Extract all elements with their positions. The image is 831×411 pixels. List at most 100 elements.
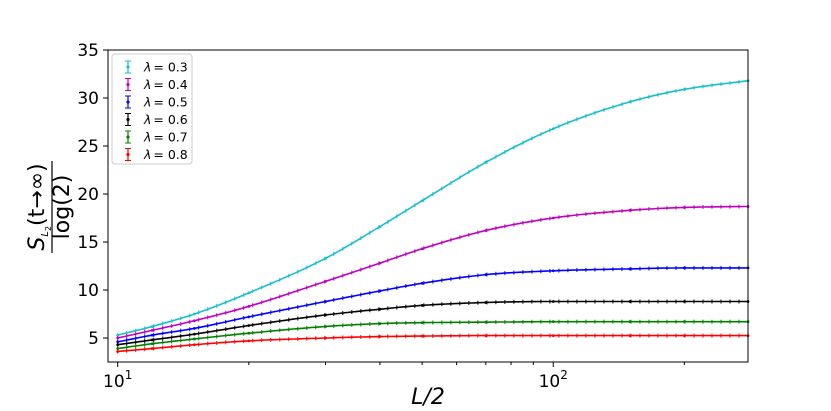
legend-entry: λ = 0.4: [125, 77, 188, 92]
data-point: [628, 267, 632, 271]
y-tick-label: 30: [77, 89, 99, 109]
data-point: [628, 334, 632, 337]
data-point: [192, 312, 196, 316]
legend-entry: λ = 0.7: [125, 130, 188, 145]
y-tick-label: 20: [77, 185, 99, 205]
data-point: [324, 336, 327, 340]
data-point: [247, 339, 251, 343]
plot-frame: [107, 49, 749, 363]
plot-lines: [116, 78, 750, 354]
data-point: [484, 320, 488, 324]
legend-marker-dot: [126, 65, 130, 69]
x-axis: 101 102: [103, 362, 685, 392]
y-tick-label: 5: [88, 329, 99, 349]
y-tick-label: 25: [77, 137, 99, 157]
legend-label: λ = 0.6: [143, 112, 188, 127]
legend-entry: λ = 0.3: [125, 60, 188, 75]
data-point: [682, 87, 686, 91]
data-point: [378, 335, 382, 338]
data-point: [324, 256, 327, 260]
data-point: [150, 325, 154, 328]
data-point: [551, 127, 555, 131]
series-2: [116, 204, 750, 340]
y-label-symbol: S: [25, 237, 50, 251]
data-point: [247, 315, 251, 319]
data-point: [628, 208, 632, 212]
data-point: [551, 216, 555, 220]
data-point: [324, 325, 327, 328]
legend-entry: λ = 0.8: [125, 147, 188, 162]
data-point: [484, 229, 488, 232]
data-point: [484, 160, 488, 164]
data-point: [378, 322, 382, 325]
data-point: [378, 225, 382, 229]
legend-frame: [111, 53, 193, 165]
series-5: [116, 319, 750, 351]
data-point: [150, 347, 154, 350]
data-point: [420, 334, 424, 338]
data-point: [150, 333, 154, 337]
legend-entry: λ = 0.6: [125, 112, 188, 127]
legend-label: λ = 0.7: [143, 130, 188, 145]
data-point: [192, 319, 196, 323]
data-point: [378, 289, 382, 293]
data-point: [116, 347, 120, 350]
data-point: [378, 261, 382, 265]
data-point: [682, 300, 686, 303]
data-point: [484, 301, 488, 304]
data-point: [628, 300, 632, 303]
data-point: [420, 321, 424, 325]
data-point: [116, 340, 120, 344]
data-point: [484, 273, 488, 277]
data-point: [420, 247, 424, 251]
data-point: [192, 332, 196, 336]
y-label-arg: (t→∞): [25, 163, 50, 226]
data-point: [247, 324, 251, 327]
y-label-subsub: 2: [44, 226, 53, 231]
data-point: [150, 342, 154, 346]
data-point: [247, 291, 251, 295]
data-point: [247, 331, 251, 335]
legend-label: λ = 0.3: [143, 60, 188, 75]
data-point: [247, 304, 251, 308]
y-label-sub: L: [40, 231, 51, 237]
x-axis-label: L/2: [411, 385, 445, 410]
data-point: [551, 300, 555, 303]
legend-marker-dot: [126, 152, 130, 157]
data-point: [324, 313, 327, 317]
y-axis: 5 10 15 20 25 30 35: [77, 41, 108, 349]
legend-label: λ = 0.8: [143, 147, 188, 162]
legend-marker-dot: [126, 100, 130, 104]
data-point: [116, 350, 120, 353]
data-point: [420, 281, 424, 285]
data-point: [192, 343, 196, 347]
series-line: [117, 205, 748, 339]
legend-entry: λ = 0.5: [125, 95, 188, 110]
legend-marker-dot: [126, 117, 130, 122]
legend: λ = 0.3 λ = 0.4 λ = 0.5 λ = 0.6 λ = 0.7 λ = 0.8: [111, 53, 193, 165]
data-point: [551, 269, 555, 273]
data-point: [150, 328, 154, 332]
data-point: [116, 336, 120, 340]
data-point: [628, 320, 632, 324]
x-tick-label: 101: [103, 368, 132, 392]
series-1: [116, 78, 750, 338]
data-point: [192, 327, 196, 330]
data-point: [628, 100, 632, 104]
data-point: [682, 206, 686, 209]
series-line: [117, 79, 749, 336]
data-point: [682, 320, 686, 324]
data-point: [150, 338, 154, 342]
data-point: [116, 343, 120, 347]
data-point: [682, 266, 686, 270]
legend-label: λ = 0.4: [143, 77, 188, 92]
data-point: [551, 334, 555, 337]
data-point: [324, 279, 327, 283]
legend-marker-dot: [126, 135, 130, 139]
data-point: [682, 334, 686, 337]
legend-label: λ = 0.5: [143, 95, 188, 110]
data-point: [116, 333, 120, 337]
series-6: [116, 333, 750, 354]
svg-text:SL2(t→∞): SL2(t→∞): [25, 163, 53, 250]
